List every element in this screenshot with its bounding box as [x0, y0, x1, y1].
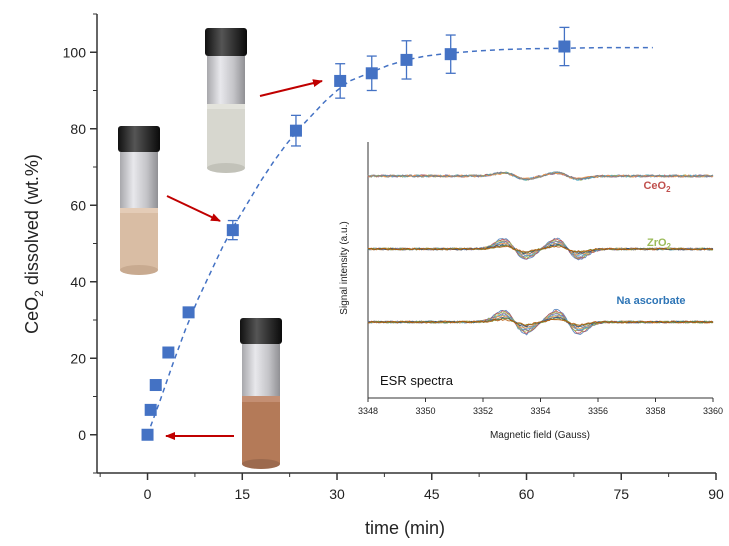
inset-x-tick-label: 3360: [703, 406, 723, 416]
vial-photo-final: [205, 28, 247, 173]
inset-x-tick-label: 3358: [645, 406, 665, 416]
vial-photo-intermediate: [118, 126, 160, 275]
esr-trace: [367, 318, 714, 326]
esr-inset-x-title: Magnetic field (Gauss): [490, 430, 590, 441]
esr-inset-y-title: Signal intensity (a.u.): [339, 221, 350, 314]
esr-spectra: [367, 171, 714, 336]
data-point: [558, 40, 571, 53]
esr-inset-title: ESR spectra: [380, 373, 454, 388]
data-point: [289, 124, 302, 137]
data-point: [400, 53, 413, 66]
data-point: [162, 346, 175, 359]
esr-trace: [367, 171, 714, 181]
esr-inset-background: [368, 142, 713, 398]
esr-trace: [367, 245, 714, 253]
inset-x-tick-label: 3354: [530, 406, 550, 416]
data-point: [144, 403, 157, 416]
y-tick-label: 20: [70, 350, 86, 366]
y-tick-label: 80: [70, 121, 86, 137]
x-tick-label: 75: [613, 486, 629, 502]
arrow-to-intermediate-point: [166, 195, 221, 222]
esr-inset-x-ticks: 3348 3350 3352 3354 3356 3358 3360: [358, 398, 723, 416]
inset-x-tick-label: 3356: [588, 406, 608, 416]
esr-label-na-ascorbate: Na ascorbate: [616, 295, 685, 307]
x-ticks: 0 15 30 45 60 75 90: [99, 473, 724, 502]
data-point: [334, 74, 347, 87]
data-point: [365, 67, 378, 80]
data-point: [226, 224, 239, 237]
inset-x-tick-label: 3350: [415, 406, 435, 416]
x-axis-title: time (min): [365, 518, 445, 538]
y-tick-label: 60: [70, 197, 86, 213]
inset-x-tick-label: 3352: [473, 406, 493, 416]
data-point: [149, 379, 162, 392]
x-tick-label: 90: [708, 486, 724, 502]
y-tick-label: 40: [70, 274, 86, 290]
x-tick-label: 45: [424, 486, 440, 502]
data-point: [444, 48, 457, 61]
x-tick-label: 0: [144, 486, 152, 502]
main-axes: 0 15 30 45 60 75 90 0 20 40 60 80 100: [63, 13, 724, 502]
x-tick-label: 15: [234, 486, 250, 502]
x-tick-label: 60: [519, 486, 535, 502]
data-point: [141, 428, 154, 441]
esr-inset: 3348 3350 3352 3354 3356 3358 3360 Magnetic fi…: [339, 142, 723, 441]
data-point: [182, 306, 195, 319]
y-tick-label: 0: [78, 427, 86, 443]
fit-curve: [146, 46, 653, 436]
esr-label-zro2: ZrO2: [647, 237, 672, 251]
y-axis-title: CeO2 dissolved (wt.%): [22, 154, 46, 334]
esr-label-ceo2: CeO2: [643, 180, 671, 194]
y-tick-label: 100: [63, 44, 87, 60]
inset-x-tick-label: 3348: [358, 406, 378, 416]
x-tick-label: 30: [329, 486, 345, 502]
y-ticks: 0 20 40 60 80 100: [63, 13, 97, 474]
vial-photo-initial: [240, 318, 282, 469]
data-markers: [141, 26, 571, 441]
arrow-to-final-point: [259, 79, 323, 97]
